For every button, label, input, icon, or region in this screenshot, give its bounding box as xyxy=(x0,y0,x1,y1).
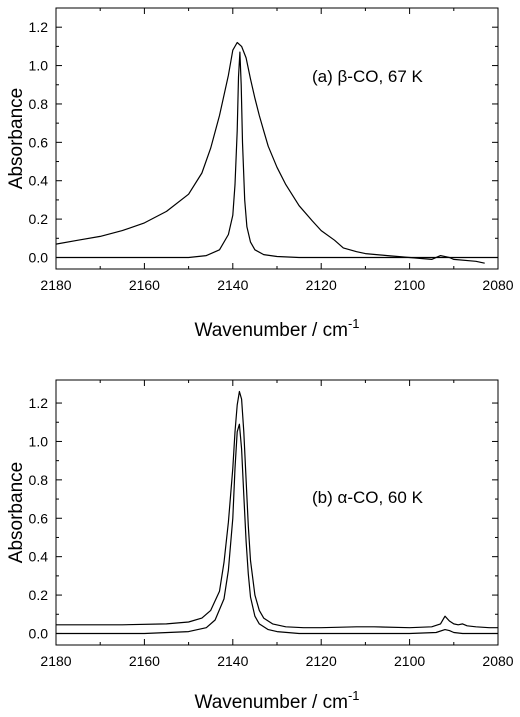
panel-b-x-tick-label: 2080 xyxy=(482,653,513,669)
panel-a-x-tick-label: 2100 xyxy=(394,277,425,293)
panel-a-x-tick-label: 2160 xyxy=(129,277,160,293)
panel-a-narrow-spectrum-line xyxy=(56,51,498,259)
panel-a-x-tick-label: 2120 xyxy=(306,277,337,293)
panel-a-annotation: (a) β-CO, 67 K xyxy=(312,67,424,86)
panel-b-y-axis-title: Absorbance xyxy=(6,462,27,563)
panel-a-plot-frame xyxy=(55,7,499,270)
panel-b-chart: 2180 2160 2140 2120 2100 2080 0.0 0.2 0.4 0.6 0.8 1… xyxy=(6,379,514,713)
panel-b-y-tick-label: 0.4 xyxy=(29,549,49,565)
panel-b-y-tick-label: 0.8 xyxy=(29,472,49,488)
panel-b-x-axis-title: Wavenumber / cm-1 xyxy=(194,688,359,713)
panel-b-y-tick-label: 1.2 xyxy=(29,395,49,411)
panel-a-y-tick-label: 0.6 xyxy=(29,134,49,150)
panel-a-x-tick-label: 2180 xyxy=(40,277,71,293)
panel-a-chart: 2180 2160 2140 2120 2100 2080 0.0 0.2 0.4 0.6 0.8 1… xyxy=(6,7,514,341)
panel-b-upper-spectrum-line xyxy=(56,390,498,629)
panel-b-y-tick-label: 0.6 xyxy=(29,510,49,526)
panel-b-x-tick-label: 2100 xyxy=(394,653,425,669)
panel-b-x-tick-label: 2120 xyxy=(306,653,337,669)
panel-a-y-tick-label: 0.8 xyxy=(29,96,49,112)
panel-b-plot-frame xyxy=(55,379,499,646)
panel-b-x-tick-label: 2160 xyxy=(129,653,160,669)
panel-b-lower-spectrum-line xyxy=(56,423,498,635)
panel-a-x-tick-label: 2140 xyxy=(217,277,248,293)
panel-b-y-tick-label: 0.2 xyxy=(29,587,49,603)
panel-a-y-tick-label: 0.2 xyxy=(29,211,49,227)
panel-a-y-tick-label: 1.2 xyxy=(29,19,49,35)
panel-b-x-tick-label: 2140 xyxy=(217,653,248,669)
panel-b-annotation: (b) α-CO, 60 K xyxy=(312,488,424,507)
panel-a-x-axis-title: Wavenumber / cm-1 xyxy=(194,316,359,341)
panel-b-x-tick-label: 2180 xyxy=(40,653,71,669)
panel-a-y-tick-label: 0.4 xyxy=(29,173,49,189)
panel-a-x-tick-label: 2080 xyxy=(482,277,513,293)
panel-b-y-tick-label: 0.0 xyxy=(29,625,49,641)
panel-b-y-tick-label: 1.0 xyxy=(29,433,49,449)
panel-a-y-tick-label: 1.0 xyxy=(29,58,49,74)
panel-a-y-axis-title: Absorbance xyxy=(6,88,27,189)
panel-a-y-tick-label: 0.0 xyxy=(29,249,49,265)
